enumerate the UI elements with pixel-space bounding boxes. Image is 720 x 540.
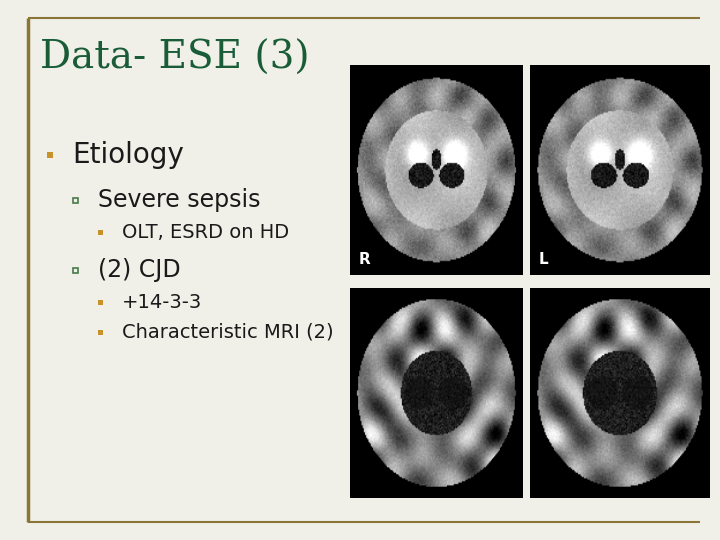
Text: Data- ESE (3): Data- ESE (3) [40, 40, 310, 77]
Text: +14-3-3: +14-3-3 [122, 293, 202, 312]
Text: Characteristic MRI (2): Characteristic MRI (2) [122, 322, 333, 341]
Text: (2) CJD: (2) CJD [98, 258, 181, 282]
Bar [97, 300, 102, 305]
Text: OLT, ESRD on HD: OLT, ESRD on HD [122, 222, 289, 241]
Bar [47, 152, 53, 158]
Bar [97, 329, 102, 334]
Text: L: L [539, 252, 549, 267]
Text: R: R [359, 252, 370, 267]
Bar [73, 198, 78, 202]
Bar [97, 230, 102, 234]
Text: Severe sepsis: Severe sepsis [98, 188, 261, 212]
Bar [73, 267, 78, 273]
Text: Etiology: Etiology [72, 141, 184, 169]
